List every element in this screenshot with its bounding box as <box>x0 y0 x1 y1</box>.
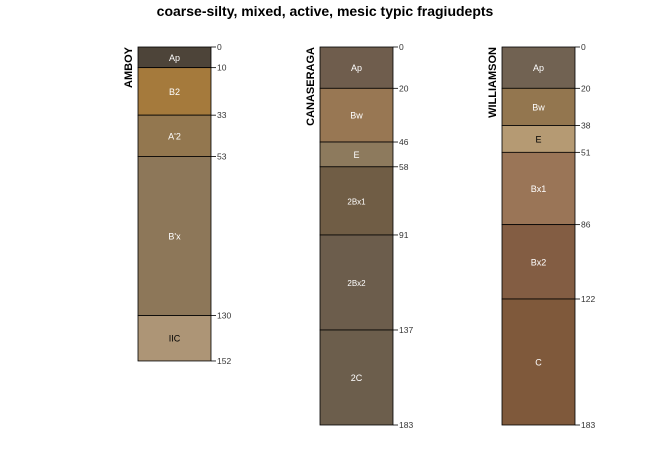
horizon-label: Ap <box>351 63 362 73</box>
horizon-label: 2Bx2 <box>347 279 366 288</box>
horizon-label: IIC <box>169 334 181 344</box>
depth-label: 33 <box>217 110 227 120</box>
horizon-label: Bx1 <box>531 184 547 194</box>
depth-label: 91 <box>399 230 409 240</box>
horizon-label: E <box>535 134 541 144</box>
horizon-label: B2 <box>169 87 180 97</box>
depth-label: 38 <box>581 120 591 130</box>
horizon-label: B'x <box>168 232 181 242</box>
depth-label: 0 <box>399 42 404 52</box>
depth-label: 51 <box>581 147 591 157</box>
horizon-label: 2C <box>351 373 363 383</box>
horizon-2c <box>319 329 394 426</box>
horizon-b2 <box>137 67 212 116</box>
diagram-title: coarse-silty, mixed, active, mesic typic… <box>156 3 494 19</box>
horizon-a2 <box>137 114 212 157</box>
horizon-label: Ap <box>169 53 180 63</box>
profile-name: WILLIAMSON <box>487 47 499 118</box>
depth-label: 58 <box>399 162 409 172</box>
horizon-bw <box>501 87 576 126</box>
depth-label: 20 <box>399 83 409 93</box>
horizon-label: 2Bx1 <box>347 197 366 206</box>
profile-amboy: AMBOY Ap B2 A'2 B'x IIC 0 10 33 53 130 152 <box>123 42 231 366</box>
horizon-ap <box>501 46 576 89</box>
horizon-label: E <box>353 150 359 160</box>
horizon-c <box>501 298 576 426</box>
depth-label: 183 <box>581 420 595 430</box>
depth-label: 137 <box>399 325 413 335</box>
profile-canaseraga: CANASERAGA Ap Bw E 2Bx1 2Bx2 2C 0 20 46 58 91 137 183 <box>305 42 413 430</box>
horizon-label: Ap <box>533 63 544 73</box>
horizon-label: Bx2 <box>531 257 547 267</box>
horizon-label: Bw <box>350 111 363 121</box>
horizon-label: C <box>535 358 542 368</box>
horizon-2bx1 <box>319 166 394 236</box>
profile-williamson: WILLIAMSON Ap Bw E Bx1 Bx2 C 0 20 38 51 86 122 183 <box>487 42 595 430</box>
depth-label: 53 <box>217 151 227 161</box>
horizon-2bx2 <box>319 234 394 331</box>
horizon-label: Bw <box>532 102 545 112</box>
depth-label: 152 <box>217 356 231 366</box>
horizon-bx2 <box>501 224 576 300</box>
profile-name: AMBOY <box>123 46 135 88</box>
depth-label: 183 <box>399 420 413 430</box>
depth-label: 20 <box>581 83 591 93</box>
depth-label: 86 <box>581 220 591 230</box>
depth-label: 10 <box>217 63 227 73</box>
depth-label: 0 <box>581 42 586 52</box>
horizon-iic <box>137 315 212 362</box>
depth-label: 0 <box>217 42 222 52</box>
depth-label: 130 <box>217 311 231 321</box>
depth-label: 122 <box>581 294 595 304</box>
horizon-label: A'2 <box>168 131 181 141</box>
horizon-e <box>501 125 576 153</box>
horizon-bx1 <box>501 151 576 226</box>
depth-label: 46 <box>399 137 409 147</box>
profile-name: CANASERAGA <box>305 47 317 126</box>
horizon-ap <box>319 46 394 89</box>
